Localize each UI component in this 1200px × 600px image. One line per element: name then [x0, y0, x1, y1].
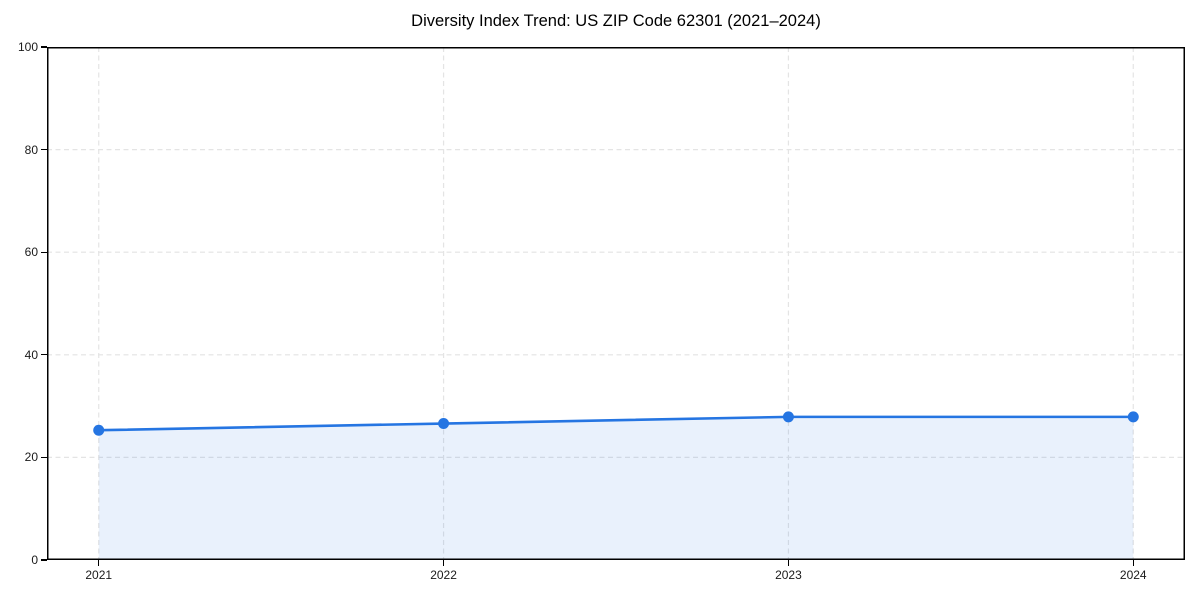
x-tick-mark-2024 — [1132, 560, 1134, 566]
x-tick-label-2022: 2022 — [430, 568, 457, 582]
y-tick-mark-80 — [41, 148, 47, 151]
x-tick-mark-2022 — [442, 560, 445, 566]
y-tick-label-60: 60 — [24, 245, 38, 260]
plot-border — [47, 47, 1185, 560]
area-fill — [98, 416, 1134, 560]
data-point-2021 — [93, 424, 105, 436]
y-tick-mark-100 — [41, 46, 47, 48]
data-point-2023 — [782, 411, 794, 423]
x-tick-mark-2023 — [787, 560, 790, 566]
y-tick-label-0: 0 — [31, 553, 38, 567]
data-point-2024 — [1127, 411, 1139, 423]
x-tick-mark-2021 — [98, 560, 100, 566]
y-tick-label-40: 40 — [24, 347, 38, 362]
chart-title: Diversity Index Trend: US ZIP Code 62301… — [411, 12, 821, 30]
y-tick-mark-20 — [41, 456, 47, 459]
y-tick-label-100: 100 — [17, 40, 38, 54]
line-chart-svg — [47, 47, 1185, 560]
x-tick-label-2024: 2024 — [1119, 568, 1147, 582]
y-tick-mark-0 — [41, 559, 47, 561]
y-tick-mark-40 — [41, 354, 47, 356]
trend-line — [97, 415, 1135, 432]
y-tick-mark-60 — [41, 251, 47, 253]
x-tick-label-2023: 2023 — [775, 568, 802, 582]
y-tick-label-80: 80 — [24, 142, 38, 157]
data-point-2022 — [438, 418, 450, 430]
x-tick-label-2021: 2021 — [85, 568, 113, 582]
y-tick-label-20: 20 — [24, 450, 38, 465]
